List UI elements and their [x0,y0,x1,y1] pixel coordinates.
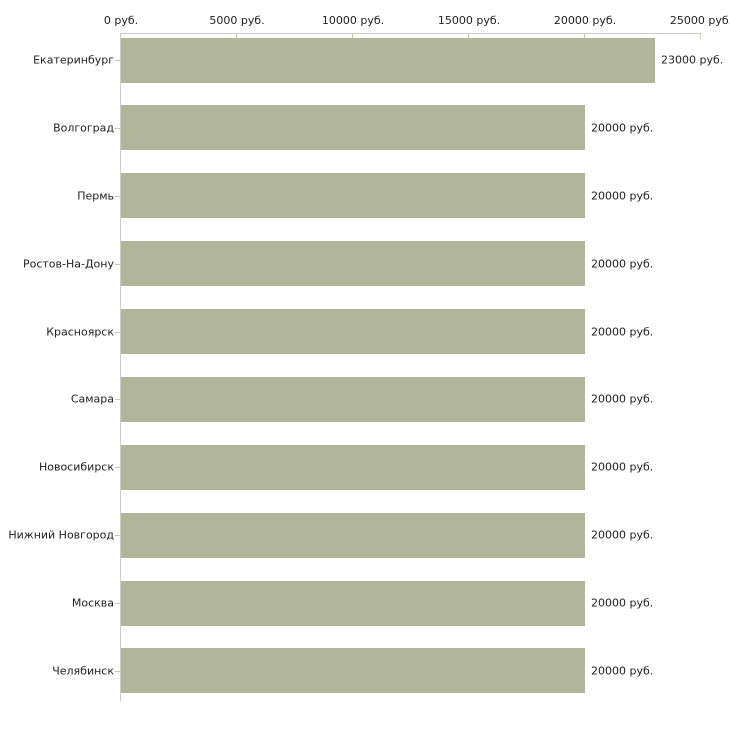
category-label: Новосибирск [38,460,114,474]
x-tick-mark [700,33,701,39]
value-label: 20000 руб. [591,460,654,474]
bar [121,241,585,286]
y-tick-mark [115,196,120,197]
x-tick-label: 20000 руб. [553,14,617,27]
y-tick-mark [115,128,120,129]
x-tick-label: 25000 руб. [669,14,730,27]
y-tick-mark [115,60,120,61]
bar [121,377,585,422]
bar [121,173,585,218]
value-label: 20000 руб. [591,257,654,271]
bar [121,445,585,490]
x-axis-line [120,33,701,34]
bar [121,513,585,558]
y-tick-mark [115,264,120,265]
value-label: 20000 руб. [591,392,654,406]
y-axis-line [120,33,121,701]
value-label: 20000 руб. [591,189,654,203]
value-label: 20000 руб. [591,596,654,610]
y-tick-mark [115,535,120,536]
y-tick-mark [115,332,120,333]
x-tick-mark [236,33,237,39]
x-tick-label: 10000 руб. [321,14,385,27]
category-label: Москва [71,596,114,610]
x-tick-label: 15000 руб. [437,14,501,27]
category-label: Самара [70,392,114,406]
value-label: 20000 руб. [591,121,654,135]
category-label: Челябинск [52,664,114,678]
y-tick-mark [115,603,120,604]
value-label: 23000 руб. [661,53,724,67]
bar [121,105,585,150]
x-tick-mark [352,33,353,39]
category-label: Екатеринбург [33,53,114,67]
value-label: 20000 руб. [591,325,654,339]
y-tick-mark [115,671,120,672]
y-tick-mark [115,399,120,400]
category-label: Пермь [77,189,114,203]
category-label: Ростов-На-Дону [22,257,114,271]
x-tick-label: 5000 руб. [209,14,265,27]
y-tick-mark [115,467,120,468]
category-label: Нижний Новгород [8,528,114,542]
bar [121,309,585,354]
category-label: Волгоград [53,121,114,135]
value-label: 20000 руб. [591,664,654,678]
x-tick-mark [584,33,585,39]
value-label: 20000 руб. [591,528,654,542]
category-label: Красноярск [46,325,114,339]
bar [121,581,585,626]
x-tick-mark [468,33,469,39]
x-tick-label: 0 руб. [103,14,139,27]
bar [121,38,655,83]
bar [121,648,585,693]
